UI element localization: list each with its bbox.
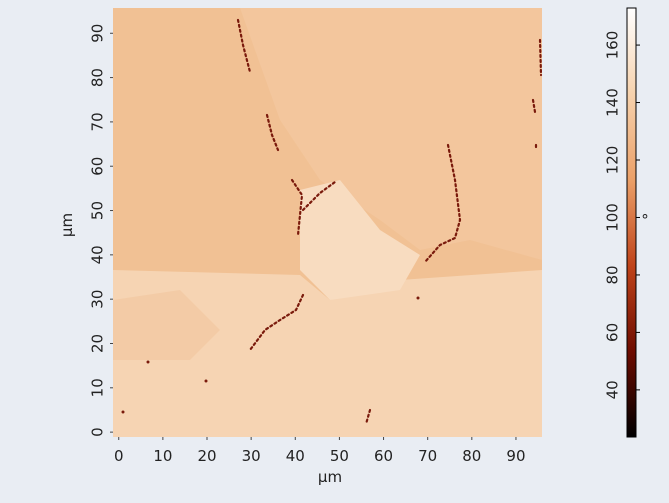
x-tick-label: 60 — [374, 447, 393, 465]
y-tick-label: 50 — [89, 201, 107, 220]
x-tick-label: 30 — [242, 447, 261, 465]
x-tick-label: 40 — [286, 447, 305, 465]
colorbar-tick-label: 100 — [604, 203, 622, 232]
colorbar-tick-label: 120 — [604, 146, 622, 175]
y-tick-label: 70 — [89, 112, 107, 131]
x-tick-label: 70 — [418, 447, 437, 465]
colorbar — [626, 7, 637, 438]
y-tick-label: 80 — [89, 68, 107, 87]
x-axis-label: μm — [318, 468, 342, 486]
x-tick-label: 50 — [330, 447, 349, 465]
colorbar-tick-label: 40 — [604, 380, 622, 399]
map-image — [113, 8, 543, 437]
y-axis-label: μm — [58, 213, 76, 237]
y-tick-label: 0 — [89, 427, 107, 437]
x-tick-label: 0 — [114, 447, 124, 465]
x-tick-label: 10 — [153, 447, 172, 465]
colorbar-tick-label: 140 — [604, 88, 622, 117]
y-tick-label: 30 — [89, 290, 107, 309]
colorbar-tick-label: 80 — [604, 265, 622, 284]
y-tick-label: 60 — [89, 157, 107, 176]
x-tick-label: 90 — [506, 447, 525, 465]
y-tick-label: 10 — [89, 378, 107, 397]
colorbar-tick-label: 60 — [604, 323, 622, 342]
y-tick-label: 90 — [89, 24, 107, 43]
y-tick-label: 20 — [89, 334, 107, 353]
colorbar-tick-label: 160 — [604, 31, 622, 60]
colorbar-label: ° — [641, 211, 649, 229]
x-tick-label: 20 — [197, 447, 216, 465]
x-tick-label: 80 — [462, 447, 481, 465]
y-tick-label: 40 — [89, 245, 107, 264]
